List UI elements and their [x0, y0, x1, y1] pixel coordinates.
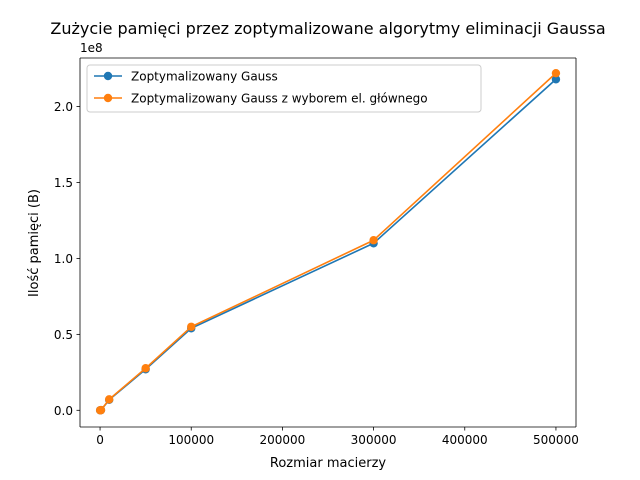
x-tick-label: 100000: [168, 433, 214, 447]
x-axis: 0 100000 200000 300000 400000 500000: [96, 427, 579, 447]
x-tick-label: 300000: [351, 433, 397, 447]
data-point: [187, 322, 196, 331]
legend-marker: [103, 71, 113, 81]
series-layer: [95, 68, 561, 415]
data-point: [551, 68, 561, 78]
y-tick-label: 2.0: [54, 100, 73, 114]
legend-entry: Zoptymalizowany Gauss: [94, 70, 278, 84]
x-axis-label: Rozmiar macierzy: [270, 456, 387, 471]
plot-frame: [79, 57, 577, 428]
legend-items: Zoptymalizowany Gauss Zoptymalizowany Gau…: [94, 70, 428, 106]
legend-box: [86, 64, 482, 113]
x-tick-label: 400000: [442, 433, 488, 447]
x-tick-label: 200000: [260, 433, 306, 447]
data-point: [96, 405, 106, 415]
y-axis: 0.0 0.5 1.0 1.5 2.0: [54, 100, 80, 418]
data-point: [369, 236, 378, 245]
y-tick-label: 0.0: [54, 404, 73, 418]
x-tick-label: 0: [96, 433, 104, 447]
y-tick-label: 1.5: [54, 176, 73, 190]
data-point: [104, 395, 114, 404]
legend-marker: [103, 93, 113, 103]
legend-entry: Zoptymalizowany Gauss z wyborem el. głów…: [94, 92, 428, 106]
legend-label: Zoptymalizowany Gauss: [131, 70, 278, 84]
y-axis-label: Ilość pamięci (B): [27, 189, 42, 297]
data-point: [551, 75, 561, 84]
y-tick-label: 0.5: [54, 328, 73, 342]
chart-title: Zużycie pamięci przez zoptymalizowane al…: [50, 19, 605, 38]
y-tick-label: 1.0: [54, 252, 73, 266]
legend: Zoptymalizowany Gauss Zoptymalizowany Gau…: [86, 64, 482, 113]
y-offset-label: 1e8: [80, 41, 103, 55]
x-tick-label: 500000: [533, 433, 579, 447]
series-2: [95, 68, 561, 415]
plot-area: [80, 58, 576, 427]
legend-label: Zoptymalizowany Gauss z wyborem el. głów…: [131, 92, 428, 106]
data-point: [141, 364, 150, 373]
